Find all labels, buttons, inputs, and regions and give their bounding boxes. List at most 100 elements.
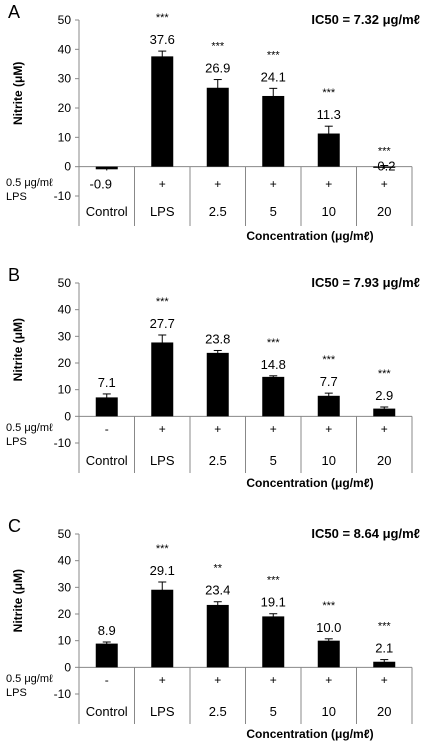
- x-axis-label: Concentration (μg/mℓ): [246, 476, 373, 490]
- data-label: 14.8: [261, 357, 286, 372]
- y-tick-label: 10: [58, 634, 72, 648]
- data-label: 11.3: [317, 107, 341, 122]
- stimulus-mark: +: [270, 177, 277, 191]
- stimulus-label-lps: LPS: [6, 436, 27, 448]
- x-tick-label: 10: [322, 704, 336, 719]
- bar: [262, 95, 285, 167]
- panel-letter: B: [8, 265, 20, 285]
- stimulus-mark: +: [214, 673, 221, 687]
- stimulus-mark: +: [270, 422, 277, 436]
- significance-mark: ***: [378, 621, 392, 633]
- y-axis-label: Nitrite (μM): [11, 569, 25, 632]
- significance-mark: ***: [211, 41, 225, 53]
- y-tick-label: 20: [58, 607, 72, 621]
- bar: [95, 643, 118, 668]
- data-label: 23.8: [205, 331, 230, 346]
- bar: [317, 395, 340, 417]
- data-label: 24.1: [261, 69, 286, 84]
- bar: [317, 133, 340, 167]
- y-tick-label: 40: [58, 42, 72, 56]
- significance-mark: ***: [378, 368, 392, 380]
- bar: [151, 56, 174, 167]
- data-label: 2.1: [375, 641, 393, 656]
- chart-b-svg: B -10 0 10 20 30 40 50 Nitrite (μM) IC50 = 7.93 μ…: [6, 265, 420, 490]
- x-tick-label: 20: [377, 453, 391, 468]
- stimulus-label-dose: 0.5 μg/mℓ: [6, 673, 53, 685]
- y-tick-label: -10: [54, 436, 72, 450]
- significance-mark: ***: [156, 12, 170, 24]
- y-axis-label: Nitrite (μM): [11, 62, 25, 125]
- stimulus-mark: +: [270, 673, 277, 687]
- data-label: 19.1: [261, 595, 286, 610]
- y-tick-label: 50: [58, 527, 72, 541]
- data-label: 8.9: [98, 623, 116, 638]
- stimulus-mark: +: [381, 177, 388, 191]
- x-tick-label: 10: [322, 453, 336, 468]
- x-tick-label: 20: [377, 704, 391, 719]
- y-tick-label: 10: [58, 130, 72, 144]
- significance-mark: ***: [156, 296, 170, 308]
- stimulus-mark: +: [214, 422, 221, 436]
- chart-a-svg: A -10 0 10 20 30 40 50 Nitrite (μM) IC50 = 7.32 μ…: [6, 2, 420, 243]
- x-tick-label: 10: [322, 204, 336, 219]
- data-label: 27.7: [150, 316, 175, 331]
- bar: [206, 352, 229, 417]
- significance-mark: ***: [156, 543, 170, 555]
- data-label: -0.9: [90, 177, 112, 192]
- data-label: 7.7: [320, 374, 338, 389]
- y-tick-label: 30: [58, 580, 72, 594]
- bar: [206, 604, 229, 668]
- y-tick-label: 0: [64, 409, 71, 423]
- x-tick-label: 2.5: [209, 704, 227, 719]
- bar: [151, 342, 174, 417]
- y-tick-label: 30: [58, 329, 72, 343]
- x-tick-label: LPS: [150, 204, 175, 219]
- stimulus-mark: +: [381, 422, 388, 436]
- stimulus-mark: +: [159, 673, 166, 687]
- stimulus-label-dose: 0.5 μg/mℓ: [6, 177, 53, 189]
- y-tick-label: 40: [58, 303, 72, 317]
- ic50-annotation: IC50 = 8.64 μg/mℓ: [311, 526, 420, 541]
- y-tick-label: 20: [58, 101, 72, 115]
- bar: [95, 397, 118, 417]
- data-label: 23.4: [205, 583, 230, 598]
- stimulus-mark: +: [325, 422, 332, 436]
- stimulus-mark: +: [159, 177, 166, 191]
- y-tick-label: 50: [58, 13, 72, 27]
- y-axis-label: Nitrite (μM): [11, 318, 25, 381]
- y-tick-label: 50: [58, 276, 72, 290]
- x-axis-label: Concentration (μg/mℓ): [246, 727, 373, 741]
- stimulus-label-lps: LPS: [6, 191, 27, 203]
- bar: [373, 408, 396, 417]
- x-axis-label: Concentration (μg/mℓ): [246, 229, 373, 243]
- significance-mark: ***: [267, 49, 281, 61]
- stimulus-mark: +: [381, 673, 388, 687]
- y-tick-label: 0: [64, 160, 71, 174]
- chart-panel-b: B -10 0 10 20 30 40 50 Nitrite (μM) IC50 = 7.93 μ…: [0, 255, 444, 505]
- data-label: 10.0: [316, 620, 341, 635]
- significance-mark: ***: [322, 87, 336, 99]
- significance-mark: ***: [322, 600, 336, 612]
- x-tick-label: 5: [270, 704, 277, 719]
- x-tick-label: Control: [86, 453, 128, 468]
- significance-mark: **: [213, 563, 222, 575]
- panel-letter: C: [8, 516, 21, 536]
- significance-mark: ***: [267, 575, 281, 587]
- y-tick-label: 20: [58, 356, 72, 370]
- x-tick-label: 5: [270, 204, 277, 219]
- ic50-annotation: IC50 = 7.32 μg/mℓ: [311, 12, 420, 27]
- x-tick-label: 5: [270, 453, 277, 468]
- data-label: -0.2: [373, 159, 395, 174]
- stimulus-mark: +: [325, 673, 332, 687]
- stimulus-mark: +: [214, 177, 221, 191]
- x-tick-label: LPS: [150, 453, 175, 468]
- x-tick-label: LPS: [150, 704, 175, 719]
- data-label: 2.9: [375, 388, 393, 403]
- stimulus-label-dose: 0.5 μg/mℓ: [6, 422, 53, 434]
- x-tick-label: 2.5: [209, 204, 227, 219]
- bar: [317, 640, 340, 668]
- ic50-annotation: IC50 = 7.93 μg/mℓ: [311, 275, 420, 290]
- stimulus-mark: -: [105, 422, 109, 436]
- x-tick-label: Control: [86, 704, 128, 719]
